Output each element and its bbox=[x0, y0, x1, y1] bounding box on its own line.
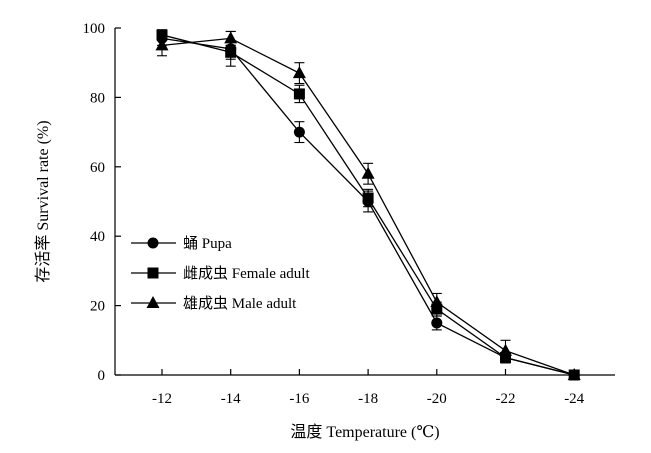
y-tick-label: 80 bbox=[90, 90, 105, 106]
y-axis-label: 存活率 Survival rate (%) bbox=[34, 120, 52, 282]
legend-marker bbox=[147, 267, 159, 279]
legend: 蛹 Pupa 雌成虫 Female adult 雄成虫 Male adult bbox=[131, 235, 310, 312]
data-point bbox=[430, 295, 444, 308]
x-tick-label: -18 bbox=[358, 391, 378, 407]
legend-label: 雄成虫 Male adult bbox=[183, 295, 297, 312]
data-point bbox=[431, 317, 443, 329]
legend-label: 雌成虫 Female adult bbox=[183, 265, 310, 282]
ticks: 0 20 40 60 80 100 -12 -14 -16 -18 -20 -22 -24 bbox=[83, 21, 585, 407]
data-point bbox=[292, 66, 306, 79]
y-tick-label: 40 bbox=[90, 229, 105, 245]
data-point bbox=[361, 166, 375, 179]
data-point bbox=[499, 343, 512, 356]
series-square bbox=[156, 29, 580, 381]
data-point bbox=[567, 368, 581, 380]
axes bbox=[114, 28, 615, 376]
x-tick-label: -12 bbox=[152, 391, 172, 407]
data-point bbox=[224, 31, 238, 44]
x-tick-label: -24 bbox=[564, 391, 584, 407]
x-tick-label: -16 bbox=[289, 391, 309, 407]
y-tick-label: 60 bbox=[90, 160, 105, 176]
legend-label: 蛹 Pupa bbox=[183, 235, 232, 252]
data-point bbox=[225, 46, 237, 58]
y-tick-label: 100 bbox=[83, 21, 106, 37]
y-tick-label: 20 bbox=[90, 299, 105, 315]
data-point bbox=[155, 38, 169, 51]
series-triangle bbox=[155, 30, 581, 380]
legend-item-triangle: 雄成虫 Male adult bbox=[131, 295, 297, 312]
series-layer bbox=[155, 29, 581, 381]
data-point bbox=[293, 88, 305, 100]
legend-marker bbox=[147, 237, 159, 249]
legend-marker bbox=[146, 296, 160, 308]
x-tick-label: -20 bbox=[427, 391, 447, 407]
legend-item-square: 雌成虫 Female adult bbox=[131, 265, 310, 282]
x-axis-label: 温度 Temperature (℃) bbox=[290, 423, 439, 441]
legend-item-circle: 蛹 Pupa bbox=[131, 235, 232, 252]
x-tick-label: -22 bbox=[496, 391, 516, 407]
data-point bbox=[293, 126, 305, 138]
x-tick-label: -14 bbox=[221, 391, 241, 407]
data-point bbox=[362, 192, 374, 204]
y-tick-label: 0 bbox=[98, 368, 106, 384]
